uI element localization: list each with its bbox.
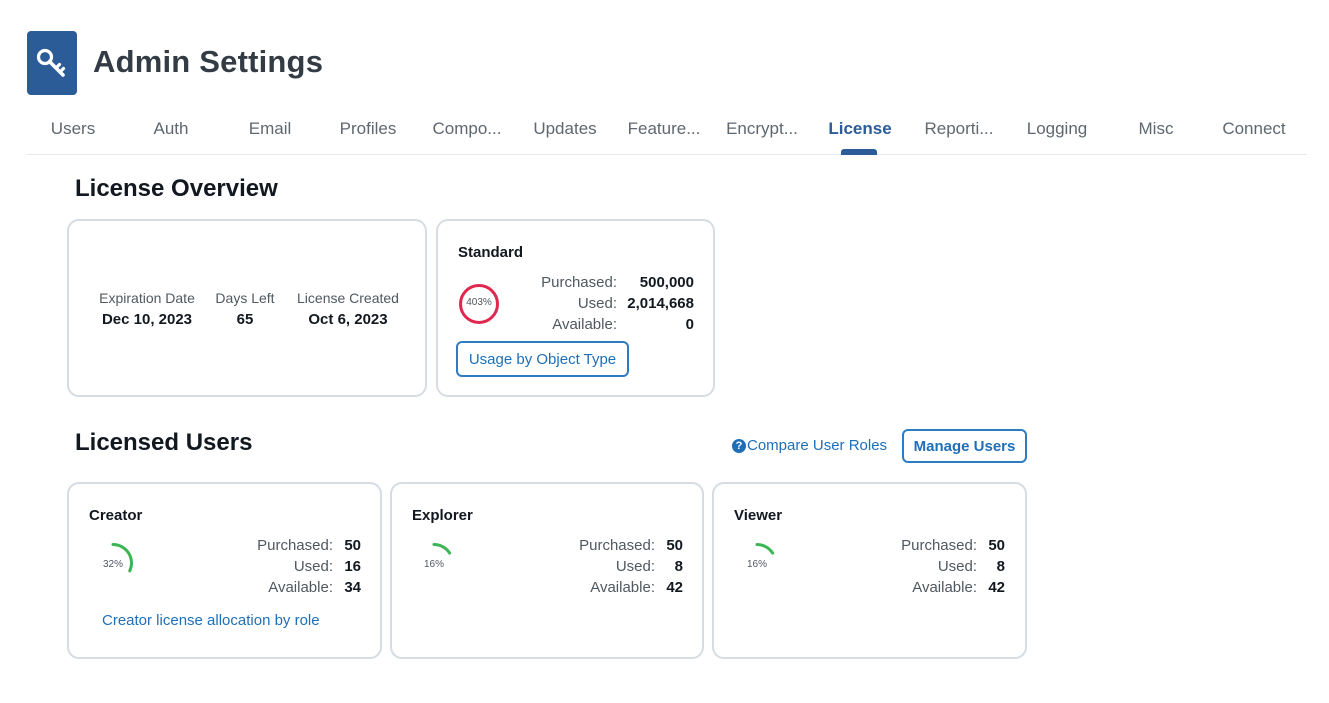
purchased-value: 500,000 — [639, 274, 694, 291]
tab-misc[interactable]: Misc — [1138, 119, 1174, 138]
app-logo — [27, 31, 77, 95]
purchased-label: Purchased: — [257, 537, 333, 554]
available-value: 34 — [344, 579, 361, 596]
creator-usage-gauge — [111, 543, 133, 573]
explorer-usage-gauge — [432, 543, 452, 555]
used-value: 8 — [996, 558, 1005, 575]
purchased-label: Purchased: — [579, 537, 655, 554]
creator-title: Creator — [89, 507, 143, 524]
tab-connect[interactable]: Connect — [1222, 119, 1286, 138]
license-created-label: License Created — [297, 290, 399, 306]
used-value: 16 — [344, 558, 361, 575]
license-dates-card: Expiration Date Dec 10, 2023 Days Left 6… — [67, 219, 427, 397]
compare-user-roles-label: Compare User Roles — [747, 437, 888, 454]
creator-allocation-link[interactable]: Creator license allocation by role — [102, 612, 320, 629]
tab-features[interactable]: Feature... — [627, 119, 701, 138]
available-value: 42 — [988, 579, 1005, 596]
available-value: 0 — [685, 316, 694, 333]
explorer-stats: Purchased: 50 Used: 8 Available: 42 — [522, 535, 683, 598]
available-label: Available: — [590, 579, 655, 596]
license-created-value: Oct 6, 2023 — [308, 311, 388, 328]
usage-by-object-type-button[interactable]: Usage by Object Type — [456, 341, 629, 377]
viewer-usage-gauge — [755, 543, 775, 555]
available-label: Available: — [268, 579, 333, 596]
days-left-label: Days Left — [215, 290, 275, 306]
available-label: Available: — [912, 579, 977, 596]
explorer-title: Explorer — [412, 507, 473, 524]
standard-usage-percent: 403% — [466, 297, 492, 308]
licensed-users-title: Licensed Users — [75, 429, 253, 456]
viewer-license-card: Viewer 16% Purchased: 50 Used: 8 Available… — [712, 482, 1027, 659]
days-left: Days Left 65 — [207, 290, 283, 328]
tab-logging[interactable]: Logging — [1026, 119, 1088, 138]
tab-license[interactable]: License — [814, 112, 906, 155]
expiration-date-value: Dec 10, 2023 — [101, 311, 193, 328]
key-icon — [36, 48, 66, 77]
days-left-value: 65 — [236, 311, 254, 328]
tab-profiles[interactable]: Profiles — [339, 119, 397, 138]
purchased-label: Purchased: — [541, 274, 617, 291]
standard-usage-gauge — [459, 284, 499, 324]
tab-components[interactable]: Compo... — [432, 119, 502, 138]
available-label: Available: — [552, 316, 617, 333]
tab-email[interactable]: Email — [248, 119, 292, 138]
tab-users[interactable]: Users — [50, 119, 96, 138]
tab-updates[interactable]: Updates — [533, 119, 597, 138]
tab-reporting[interactable]: Reporti... — [924, 119, 994, 138]
manage-users-button[interactable]: Manage Users — [902, 429, 1027, 463]
available-value: 42 — [666, 579, 683, 596]
viewer-usage-percent: 16% — [746, 559, 767, 570]
expiration-date-label: Expiration Date — [99, 290, 195, 306]
used-value: 8 — [674, 558, 683, 575]
creator-stats: Purchased: 50 Used: 16 Available: 34 — [199, 535, 361, 598]
purchased-value: 50 — [344, 537, 361, 554]
viewer-title: Viewer — [734, 507, 783, 524]
used-label: Used: — [293, 558, 333, 575]
used-label: Used: — [615, 558, 655, 575]
tab-encryption[interactable]: Encrypt... — [726, 119, 798, 138]
help-icon: ? — [732, 438, 746, 453]
explorer-usage-percent: 16% — [423, 559, 444, 570]
standard-title: Standard — [458, 244, 524, 261]
creator-license-card: Creator 32% Purchased: 50 Used: 16 Availab… — [67, 482, 382, 659]
used-value: 2,014,668 — [627, 295, 694, 312]
expiration-date: Expiration Date Dec 10, 2023 — [89, 290, 205, 328]
creator-usage-percent: 32% — [102, 559, 123, 570]
tab-auth[interactable]: Auth — [153, 119, 189, 138]
settings-tabs: Users Auth Email Profiles Compo... Updat… — [27, 112, 1307, 155]
standard-license-card: Standard 403% Purchased: 500,000 Used: 2,0… — [436, 219, 715, 397]
used-label: Used: — [937, 558, 977, 575]
active-tab-indicator — [841, 149, 877, 155]
license-overview-title: License Overview — [75, 175, 278, 202]
purchased-label: Purchased: — [901, 537, 977, 554]
purchased-value: 50 — [988, 537, 1005, 554]
license-created: License Created Oct 6, 2023 — [287, 290, 409, 328]
purchased-value: 50 — [666, 537, 683, 554]
page-title: Admin Settings — [93, 44, 324, 79]
used-label: Used: — [577, 295, 617, 312]
viewer-stats: Purchased: 50 Used: 8 Available: 42 — [844, 535, 1005, 598]
compare-user-roles-link[interactable]: ? Compare User Roles — [732, 437, 887, 454]
explorer-license-card: Explorer 16% Purchased: 50 Used: 8 Availab… — [390, 482, 704, 659]
standard-stats: Purchased: 500,000 Used: 2,014,668 Availab… — [528, 272, 694, 335]
